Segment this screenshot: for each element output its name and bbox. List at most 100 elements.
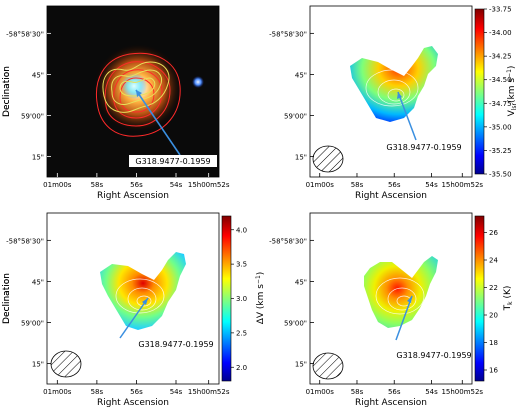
colorbar-tick-label: 22 xyxy=(489,284,498,292)
x-tick-label: 01m00s xyxy=(306,181,335,189)
colorbar-tick-label: 4.0 xyxy=(236,226,247,234)
x-tick-label: 56s xyxy=(388,181,401,189)
colorbar-tk: 26 24 22 20 18 16 Tk (K) xyxy=(474,215,514,382)
y-tick-label: 15" xyxy=(295,360,307,368)
colorbar-vlsr-bar xyxy=(474,8,485,175)
panel-2-frame xyxy=(309,5,473,178)
panel-4-pointer-arrow xyxy=(395,295,413,341)
y-tick-label: 45" xyxy=(295,278,307,286)
panel-2-contours xyxy=(365,69,419,107)
x-tick-label: 56s xyxy=(388,388,401,396)
x-tick-label: 01m00s xyxy=(43,388,72,396)
panel-1-annotation: G318.9477-0.1959 xyxy=(135,157,210,166)
panel-1-pointer-arrow xyxy=(135,89,181,156)
colorbar-vlsr-label: Vlsr(km s−1) xyxy=(506,66,518,117)
colorbar-tick-label: 24 xyxy=(489,257,498,265)
x-tick-label: 01m00s xyxy=(43,181,72,189)
panel-4: G318.9477-0.1959 01m00s 58s 56s 54s 15h00m52… xyxy=(2,212,483,408)
colorbar-deltav-label: ΔV (km s−1) xyxy=(255,272,266,325)
colorbar-tick-label: 16 xyxy=(489,367,498,375)
x-tick-label: 56s xyxy=(130,181,143,189)
x-tick-label: 56s xyxy=(130,388,143,396)
colorbar-tick-label: -34.25 xyxy=(489,53,512,61)
y-tick-label: 59'00" xyxy=(284,112,307,120)
panel-4-map xyxy=(364,256,438,328)
y-tick-label: 15" xyxy=(32,360,44,368)
panel-2-beam xyxy=(312,145,344,173)
colorbar-tick-label: -34.00 xyxy=(489,29,512,37)
panel-1-arrow-head xyxy=(136,90,142,97)
x-tick-label: 15h00m52s xyxy=(188,388,230,396)
panel-3-annotation: G318.9477-0.1959 xyxy=(138,340,213,349)
x-tick-label: 54s xyxy=(170,181,183,189)
panel-3-frame xyxy=(46,212,220,385)
panel-1-yellow-contours xyxy=(102,61,170,113)
y-tick-label: -58°58'30" xyxy=(6,30,44,38)
x-tick-label: 58s xyxy=(351,388,364,396)
x-tick-label: 01m00s xyxy=(306,388,335,396)
panel-2-arrow-head xyxy=(397,92,402,99)
y-tick-label: 59'00" xyxy=(21,319,44,327)
panel-1-frame xyxy=(46,5,220,178)
colorbar-tick-label: 26 xyxy=(489,229,498,237)
colorbar-tk-label: Tk (K) xyxy=(503,286,514,312)
x-tick-label: 54s xyxy=(425,388,438,396)
x-tick-label: 58s xyxy=(91,181,104,189)
panel-4-beam xyxy=(312,352,344,380)
panel-4-frame xyxy=(309,212,473,385)
colorbar-deltav: 4.0 3.5 3.0 2.5 2.0 ΔV (km s−1) xyxy=(221,215,266,382)
panel-3-arrow-head xyxy=(142,298,148,305)
y-axis-label: Declination xyxy=(2,273,12,324)
panel-4-arrow-head xyxy=(407,296,412,303)
panel-3-beam xyxy=(50,350,82,378)
y-tick-label: 45" xyxy=(32,278,44,286)
x-axis-label: Right Ascension xyxy=(97,398,169,408)
x-tick-label: 15h00m52s xyxy=(188,181,230,189)
colorbar-tk-bar xyxy=(474,215,485,382)
colorbar-tick-label: 20 xyxy=(489,312,498,320)
panel-2: G318.9477-0.1959 01m00s 58s 56s 54s 15h00m52… xyxy=(2,5,483,201)
colorbar-tick-label: 2.5 xyxy=(236,329,247,337)
y-tick-label: 45" xyxy=(32,71,44,79)
panel-1-blue-star xyxy=(192,76,204,88)
y-tick-label: 15" xyxy=(32,153,44,161)
x-axis-label: Right Ascension xyxy=(97,191,169,201)
colorbar-tick-label: -35.00 xyxy=(489,123,512,131)
x-tick-label: 58s xyxy=(351,181,364,189)
y-axis-label: Declination xyxy=(2,273,12,324)
panel-3: G318.9477-0.1959 01m00s 58s 56s 54s 15h00m52… xyxy=(2,212,230,408)
x-tick-label: 15h00m52s xyxy=(441,388,483,396)
colorbar-tick-label: -34.75 xyxy=(489,100,512,108)
x-tick-label: 58s xyxy=(91,388,104,396)
y-tick-label: 15" xyxy=(295,153,307,161)
y-axis-label: Declination xyxy=(2,66,12,117)
colorbar-deltav-bar xyxy=(221,215,232,382)
x-tick-label: 54s xyxy=(425,181,438,189)
y-tick-label: 59'00" xyxy=(21,112,44,120)
panel-1-label-bg xyxy=(129,155,217,167)
panel-3-contours xyxy=(115,278,165,314)
y-tick-label: -58°58'30" xyxy=(6,237,44,245)
colorbar-tick-label: 3.0 xyxy=(236,295,247,303)
colorbar-tick-label: 3.5 xyxy=(236,261,247,269)
panel-3-pointer-arrow xyxy=(119,297,149,339)
panel-4-annotation: G318.9477-0.1959 xyxy=(396,351,471,360)
panel-2-pointer-arrow xyxy=(397,91,417,141)
y-tick-label: 59'00" xyxy=(284,319,307,327)
panel-1: G318.9477-0.1959 01m00s 58s 56s 54s 15h00m52… xyxy=(2,5,230,201)
y-axis-label: Declination xyxy=(2,66,12,117)
panel-2-map xyxy=(350,46,438,122)
colorbar-tick-label: 2.0 xyxy=(236,364,247,372)
x-axis-label: Right Ascension xyxy=(355,191,427,201)
y-tick-label: -58°58'30" xyxy=(269,237,307,245)
y-tick-label: -58°58'30" xyxy=(269,30,307,38)
panel-3-map xyxy=(100,252,186,330)
y-tick-label: 45" xyxy=(295,71,307,79)
panel-2-annotation: G318.9477-0.1959 xyxy=(386,143,461,152)
x-tick-label: 15h00m52s xyxy=(441,181,483,189)
colorbar-vlsr: -33.75 -34.00 -34.25 -34.50 -34.75 -35.00 -35.… xyxy=(474,6,518,179)
colorbar-tick-label: -35.50 xyxy=(489,171,512,179)
colorbar-tick-label: -33.75 xyxy=(489,6,512,14)
x-axis-label: Right Ascension xyxy=(355,398,427,408)
